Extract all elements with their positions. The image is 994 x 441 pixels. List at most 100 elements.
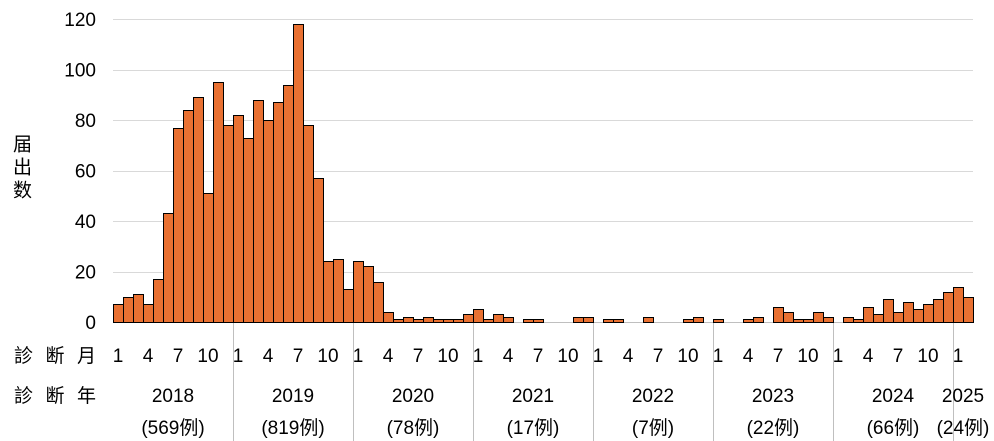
bar-2024-05 bbox=[873, 314, 884, 323]
bar-2021-11 bbox=[573, 317, 584, 323]
bar-2024-08 bbox=[903, 302, 914, 323]
year-count-label: (819例) bbox=[261, 417, 324, 439]
bar-2018-02 bbox=[123, 297, 134, 323]
bar-2020-04 bbox=[383, 312, 394, 323]
month-tick-label: 4 bbox=[863, 346, 874, 367]
bar-series bbox=[113, 24, 974, 323]
bar-2019-03 bbox=[253, 100, 264, 323]
bar-2019-08 bbox=[303, 125, 314, 323]
bar-2019-06 bbox=[283, 85, 294, 323]
y-tick-label: 100 bbox=[64, 61, 96, 82]
bar-2020-02 bbox=[363, 266, 374, 323]
month-tick-label: 1 bbox=[833, 346, 844, 367]
bar-2024-10 bbox=[923, 304, 934, 323]
month-tick-label: 10 bbox=[557, 346, 578, 367]
y-tick-labels: 0 20 40 60 80 100 120 bbox=[64, 10, 96, 334]
month-tick-label: 4 bbox=[263, 346, 274, 367]
month-tick-label: 1 bbox=[473, 346, 484, 367]
bar-2022-03 bbox=[613, 319, 624, 323]
bar-2024-06 bbox=[883, 299, 894, 323]
bar-2020-11 bbox=[453, 319, 464, 323]
month-tick-label: 4 bbox=[623, 346, 634, 367]
bar-2025-01 bbox=[953, 287, 964, 323]
y-tick-label: 40 bbox=[75, 212, 96, 233]
bar-2018-12 bbox=[223, 125, 234, 323]
bar-2019-12 bbox=[343, 289, 354, 323]
bar-2019-10 bbox=[323, 261, 334, 323]
month-tick-label: 1 bbox=[953, 346, 964, 367]
month-tick-label: 10 bbox=[677, 346, 698, 367]
bar-2021-07 bbox=[533, 319, 544, 323]
month-tick-label: 1 bbox=[113, 346, 124, 367]
bar-2018-04 bbox=[143, 304, 154, 323]
bar-2020-01 bbox=[353, 261, 364, 323]
bar-2021-12 bbox=[583, 317, 594, 323]
bar-2024-03 bbox=[853, 319, 864, 323]
bar-2023-09 bbox=[793, 319, 804, 323]
year-label: 2025 bbox=[942, 386, 984, 407]
month-tick-label: 1 bbox=[353, 346, 364, 367]
bar-2024-07 bbox=[893, 312, 904, 323]
bar-2018-01 bbox=[113, 304, 124, 323]
month-tick-label: 4 bbox=[383, 346, 394, 367]
bar-2024-02 bbox=[843, 317, 854, 323]
bar-2020-05 bbox=[393, 319, 404, 323]
bar-2018-07 bbox=[173, 128, 184, 323]
bar-2018-06 bbox=[163, 213, 174, 323]
bar-2024-04 bbox=[863, 307, 874, 323]
y-axis-label: 届出数 bbox=[10, 134, 31, 203]
month-tick-label: 10 bbox=[317, 346, 338, 367]
month-tick-label: 7 bbox=[413, 346, 424, 367]
bar-2019-01 bbox=[233, 115, 244, 323]
bar-2019-11 bbox=[333, 259, 344, 323]
month-tick-label: 7 bbox=[293, 346, 304, 367]
bar-2025-02 bbox=[963, 297, 974, 323]
bar-2018-08 bbox=[183, 110, 194, 323]
y-tick-label: 20 bbox=[75, 263, 96, 284]
bar-2023-08 bbox=[783, 312, 794, 323]
bar-2023-07 bbox=[773, 307, 784, 323]
bar-2020-09 bbox=[433, 319, 444, 323]
month-tick-label: 10 bbox=[797, 346, 818, 367]
bar-2019-09 bbox=[313, 178, 324, 323]
bar-2019-05 bbox=[273, 102, 284, 323]
y-tick-label: 120 bbox=[64, 10, 96, 31]
bar-2021-01 bbox=[473, 309, 484, 323]
bar-2019-02 bbox=[243, 138, 254, 323]
month-tick-label: 10 bbox=[197, 346, 218, 367]
bar-2018-05 bbox=[153, 279, 164, 323]
year-label: 2024 bbox=[872, 386, 915, 407]
bar-2018-03 bbox=[133, 294, 144, 323]
bar-2020-07 bbox=[413, 319, 424, 323]
month-tick-label: 7 bbox=[773, 346, 784, 367]
year-count-label: (24例) bbox=[937, 417, 990, 439]
y-tick-label: 0 bbox=[85, 313, 96, 334]
bar-2020-12 bbox=[463, 314, 474, 323]
year-count-label: (569例) bbox=[141, 417, 204, 439]
bar-2021-06 bbox=[523, 319, 534, 323]
year-label: 2019 bbox=[272, 386, 314, 407]
month-tick-label: 1 bbox=[593, 346, 604, 367]
bar-2020-06 bbox=[403, 317, 414, 323]
bar-2023-10 bbox=[803, 319, 814, 323]
bar-2019-04 bbox=[263, 120, 274, 323]
month-tick-label: 10 bbox=[917, 346, 938, 367]
bar-2018-10 bbox=[203, 193, 214, 323]
bar-2022-11 bbox=[693, 317, 704, 323]
year-count-label: (78例) bbox=[387, 417, 440, 439]
bar-2023-05 bbox=[753, 317, 764, 323]
y-tick-label: 80 bbox=[75, 111, 96, 132]
y-tick-label: 60 bbox=[75, 162, 96, 183]
year-label: 2020 bbox=[392, 386, 434, 407]
month-tick-label: 7 bbox=[893, 346, 904, 367]
bar-2019-07 bbox=[293, 24, 304, 323]
bar-2023-01 bbox=[713, 319, 724, 323]
bar-2021-03 bbox=[493, 314, 504, 323]
bar-2023-04 bbox=[743, 319, 754, 323]
year-count-label: (22例) bbox=[747, 417, 800, 439]
month-tick-label: 4 bbox=[743, 346, 754, 367]
year-count-label: (7例) bbox=[632, 417, 674, 439]
month-tick-labels: 1 4 7 10 1 4 7 10 1 4 7 10 1 4 7 10 1 4 7 10 1 4 7 10 1 4 7 10 1 bbox=[113, 346, 964, 367]
bar-2020-03 bbox=[373, 282, 384, 323]
year-label: 2023 bbox=[752, 386, 794, 407]
